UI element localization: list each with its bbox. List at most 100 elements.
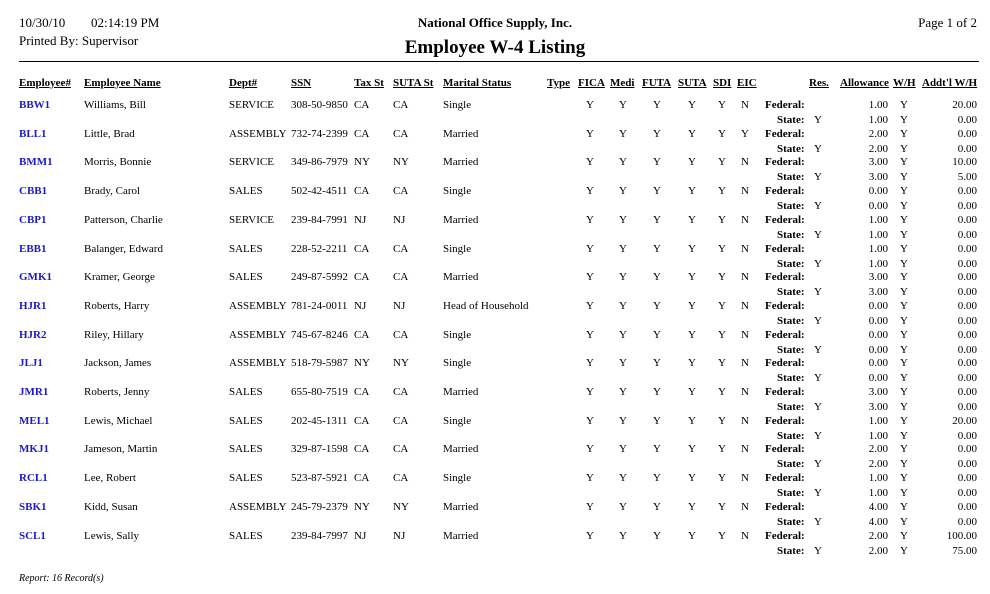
state-res: Y: [814, 171, 822, 184]
suta-state: CA: [393, 328, 409, 341]
futa: Y: [653, 213, 661, 226]
employee-id-link[interactable]: BBW1: [19, 99, 51, 111]
eic: N: [741, 500, 749, 513]
state-label: State:: [777, 114, 805, 126]
employee-id-link[interactable]: CBB1: [19, 185, 48, 198]
federal-label: Federal:: [765, 271, 805, 284]
dept: ASSEMBLY: [229, 127, 287, 140]
dept: SALES: [229, 185, 263, 198]
marital-status: Married: [443, 386, 479, 398]
fica: Y: [586, 271, 594, 284]
dept: ASSEMBLY: [229, 299, 287, 312]
employee-id-link[interactable]: JLJ1: [19, 357, 43, 370]
state-addtl: 0.00: [957, 286, 977, 299]
suta-state: NY: [393, 500, 409, 513]
federal-addtl: 0.00: [957, 357, 977, 370]
federal-allowance: 1.00: [868, 242, 888, 255]
fica: Y: [586, 242, 594, 255]
state-res: Y: [814, 515, 822, 528]
state-res: Y: [814, 257, 822, 270]
employee-name: Jackson, James: [84, 357, 152, 370]
col-res: Res.: [809, 77, 829, 89]
employee-name: Little, Brad: [84, 127, 135, 140]
federal-wh: Y: [900, 156, 908, 169]
state-wh: Y: [900, 458, 908, 471]
state-label: State:: [777, 314, 805, 327]
employee-id-link[interactable]: HJR2: [19, 328, 47, 341]
suta: Y: [688, 414, 696, 427]
eic: N: [741, 185, 749, 198]
futa: Y: [653, 99, 661, 111]
federal-addtl: 0.00: [957, 328, 977, 341]
col-marital: Marital Status: [443, 77, 512, 89]
federal-wh: Y: [900, 472, 908, 485]
employee-id-link[interactable]: MKJ1: [19, 443, 49, 456]
ssn: 239-84-7991: [291, 213, 348, 226]
sdi: Y: [718, 357, 726, 370]
medi: Y: [619, 271, 627, 284]
futa: Y: [653, 500, 661, 513]
futa: Y: [653, 472, 661, 485]
sdi: Y: [718, 443, 726, 456]
ssn: 732-74-2399: [291, 127, 348, 140]
employee-id-link[interactable]: MEL1: [19, 414, 50, 427]
col-futa: FUTA: [642, 77, 672, 89]
state-addtl: 0.00: [957, 487, 977, 500]
state-label: State:: [777, 142, 805, 155]
medi: Y: [619, 127, 627, 140]
state-label: State:: [777, 200, 805, 213]
suta: Y: [688, 242, 696, 255]
federal-allowance: 2.00: [868, 529, 888, 542]
eic: N: [741, 443, 749, 456]
state-allowance: 2.00: [868, 458, 888, 471]
employee-id-link[interactable]: HJR1: [19, 299, 47, 312]
futa: Y: [653, 414, 661, 427]
federal-wh: Y: [900, 271, 908, 284]
state-allowance: 2.00: [868, 544, 888, 557]
marital-status: Married: [443, 127, 479, 140]
federal-allowance: 2.00: [868, 443, 888, 456]
employee-id-link[interactable]: SBK1: [19, 500, 47, 513]
sdi: Y: [718, 127, 726, 140]
col-taxst: Tax St: [354, 77, 384, 89]
employee-id-link[interactable]: JMR1: [19, 386, 49, 398]
futa: Y: [653, 127, 661, 140]
futa: Y: [653, 271, 661, 284]
employee-id-link[interactable]: SCL1: [19, 529, 46, 542]
state-addtl: 0.00: [957, 114, 977, 126]
federal-allowance: 3.00: [868, 386, 888, 398]
fica: Y: [586, 529, 594, 542]
federal-addtl: 0.00: [957, 127, 977, 140]
employee-id-link[interactable]: BMM1: [19, 156, 53, 169]
fica: Y: [586, 357, 594, 370]
state-wh: Y: [900, 286, 908, 299]
federal-label: Federal:: [765, 357, 805, 370]
state-wh: Y: [900, 343, 908, 356]
header-divider: [19, 61, 979, 62]
sdi: Y: [718, 99, 726, 111]
marital-status: Single: [443, 242, 472, 255]
col-allowance: Allowance: [840, 77, 889, 89]
employee-id-link[interactable]: BLL1: [19, 127, 47, 140]
medi: Y: [619, 328, 627, 341]
employee-id-link[interactable]: RCL1: [19, 472, 48, 485]
sdi: Y: [718, 386, 726, 398]
employee-id-link[interactable]: GMK1: [19, 271, 52, 284]
state-addtl: 0.00: [957, 257, 977, 270]
state-wh: Y: [900, 401, 908, 413]
sdi: Y: [718, 414, 726, 427]
ssn: 228-52-2211: [291, 242, 348, 255]
dept: SALES: [229, 386, 263, 398]
ssn: 745-67-8246: [291, 328, 348, 341]
employee-id-link[interactable]: EBB1: [19, 242, 47, 255]
employee-id-link[interactable]: CBP1: [19, 213, 47, 226]
suta-state: NY: [393, 357, 409, 370]
employee-name: Riley, Hillary: [84, 328, 144, 341]
tax-state: CA: [354, 328, 370, 341]
state-allowance: 1.00: [868, 228, 888, 241]
marital-status: Single: [443, 185, 472, 198]
futa: Y: [653, 156, 661, 169]
tax-state: NY: [354, 500, 370, 513]
futa: Y: [653, 299, 661, 312]
state-addtl: 0.00: [957, 515, 977, 528]
